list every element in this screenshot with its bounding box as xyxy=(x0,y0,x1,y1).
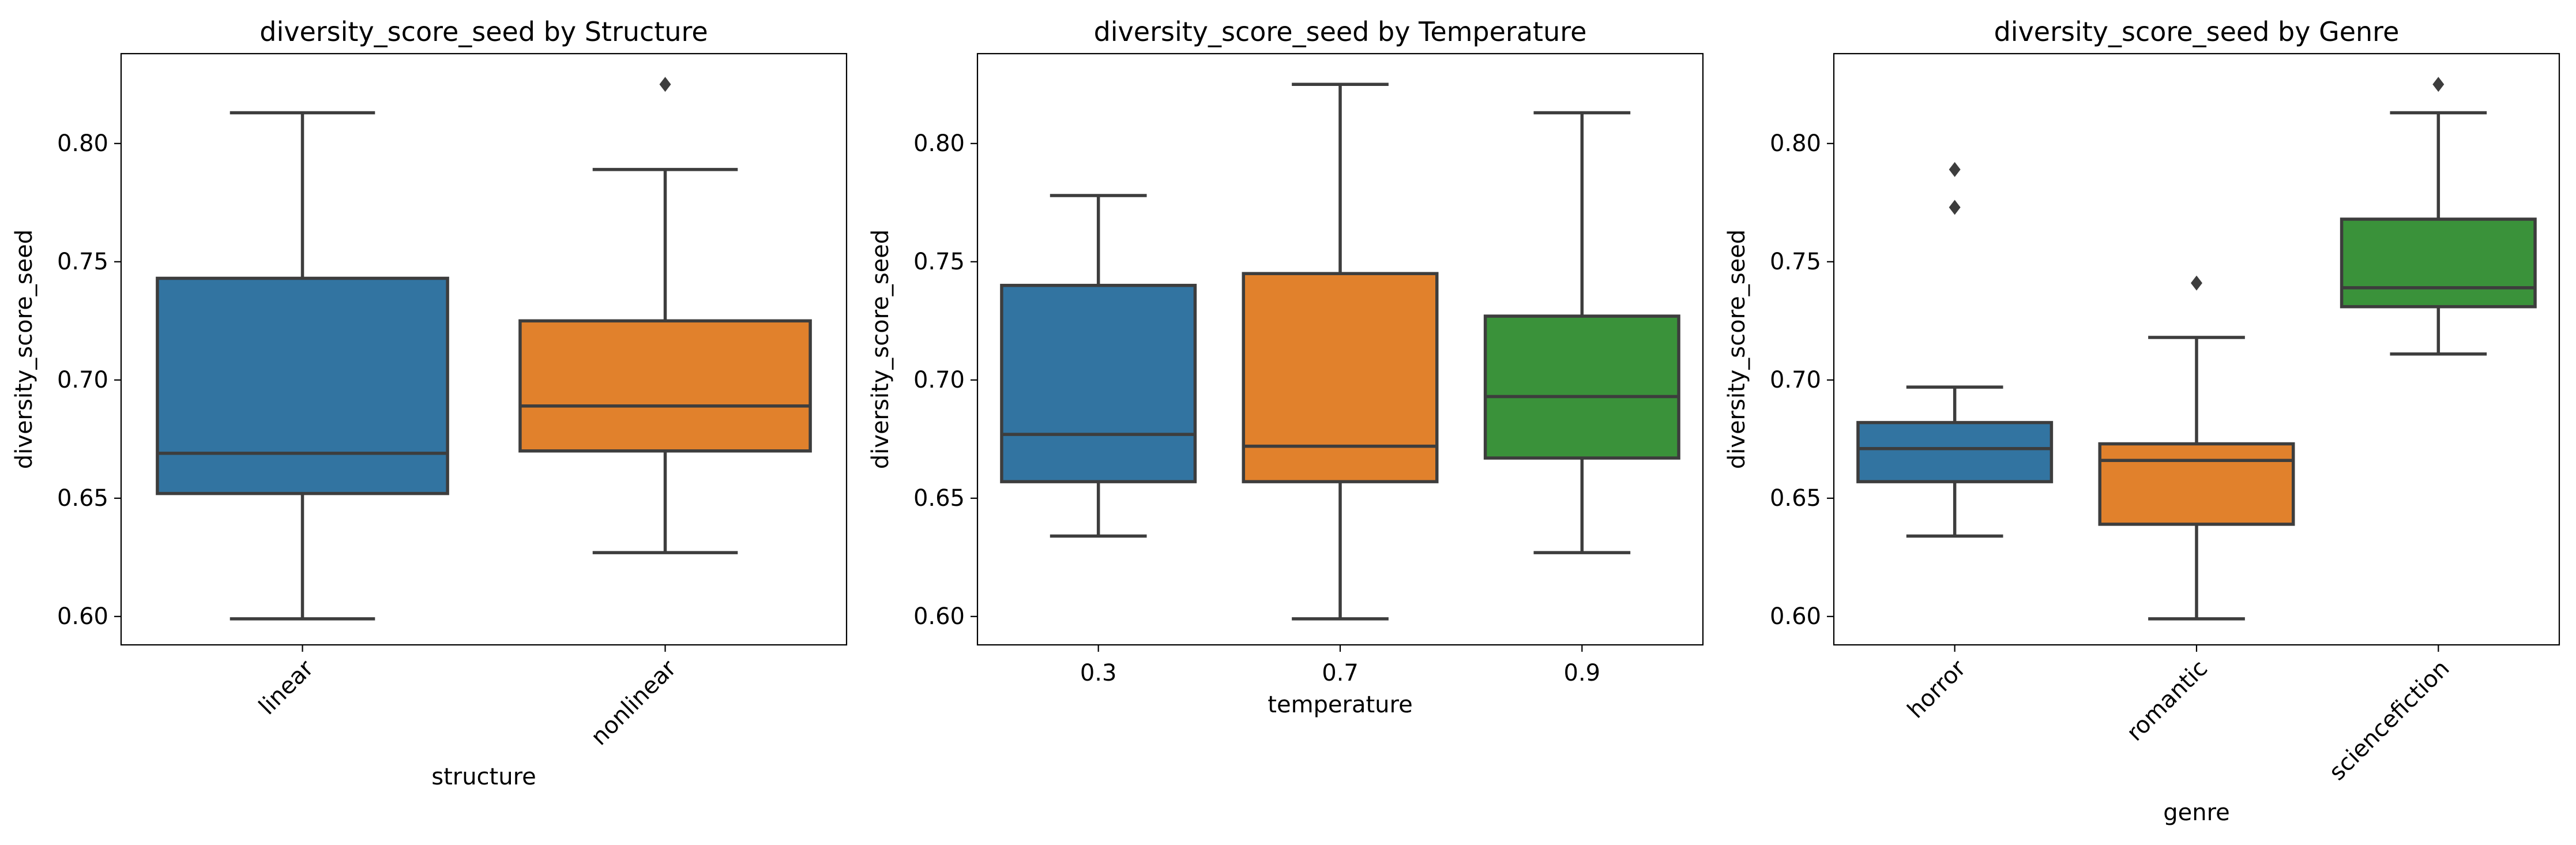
plot-frame xyxy=(120,52,848,646)
y-tick-label: 0.70 xyxy=(913,367,965,393)
outlier-point xyxy=(659,77,671,92)
iqr-box xyxy=(1242,272,1439,483)
iqr-box xyxy=(2340,217,2537,309)
box-sciencefiction xyxy=(2340,77,2537,356)
outlier-point xyxy=(1949,162,1961,177)
y-tick-label: 0.80 xyxy=(1770,130,1821,157)
y-tick-label: 0.80 xyxy=(57,130,108,157)
iqr-box xyxy=(1856,420,2054,483)
y-tick-label: 0.65 xyxy=(57,485,108,512)
subplot-2: diversity_score_seed by Temperature 0.60 0… xyxy=(867,16,1704,718)
x-axis-label: genre xyxy=(2163,799,2230,826)
box-horror xyxy=(1856,162,2054,538)
outlier-point xyxy=(2191,275,2202,291)
x-tick-label: horror xyxy=(1902,655,1971,723)
x-tick-label: romantic xyxy=(2122,655,2213,746)
box-linear xyxy=(156,111,449,621)
y-axis-label: diversity_score_seed xyxy=(867,230,894,469)
subplot-3: diversity_score_seed by Genre 0.60 0.65 0.7… xyxy=(1724,16,2560,826)
x-axis-label: temperature xyxy=(1268,692,1412,718)
y-tick-label: 0.80 xyxy=(913,130,965,157)
iqr-box xyxy=(1000,284,1197,483)
x-tick-label: linear xyxy=(254,655,319,720)
iqr-box xyxy=(518,319,812,453)
outlier-point xyxy=(2432,77,2445,92)
y-tick-label: 0.70 xyxy=(57,367,108,393)
x-tick-label: 0.7 xyxy=(1322,660,1359,686)
iqr-box xyxy=(1483,314,1680,460)
y-tick-label: 0.75 xyxy=(913,249,965,275)
y-tick-label: 0.60 xyxy=(57,603,108,630)
subplot-1: diversity_score_seed by Structure 0.60 0.6… xyxy=(11,16,848,790)
y-tick-label: 0.60 xyxy=(913,603,965,630)
box-0.3 xyxy=(1000,194,1197,538)
chart-title: diversity_score_seed by Genre xyxy=(1994,16,2400,47)
y-axis-label: diversity_score_seed xyxy=(1724,230,1750,469)
x-tick-label: nonlinear xyxy=(586,655,682,750)
box-0.9 xyxy=(1483,111,1680,554)
outlier-point xyxy=(1949,200,1961,215)
iqr-box xyxy=(2098,442,2295,526)
chart-title: diversity_score_seed by Temperature xyxy=(1094,16,1587,47)
x-tick-label: 0.3 xyxy=(1080,660,1117,686)
y-tick-label: 0.65 xyxy=(913,485,965,512)
y-tick-label: 0.75 xyxy=(57,249,108,275)
x-tick-label: 0.9 xyxy=(1564,660,1601,686)
y-axis-label: diversity_score_seed xyxy=(11,230,37,469)
y-tick-label: 0.60 xyxy=(1770,603,1821,630)
x-tick-label: sciencefiction xyxy=(2324,655,2455,786)
x-axis-label: structure xyxy=(431,764,536,790)
y-tick-label: 0.75 xyxy=(1770,249,1821,275)
chart-title: diversity_score_seed by Structure xyxy=(260,16,708,47)
y-tick-label: 0.65 xyxy=(1770,485,1821,512)
y-tick-label: 0.70 xyxy=(1770,367,1821,393)
plot-frame xyxy=(976,52,1704,646)
plot-frame xyxy=(1833,52,2560,646)
box-romantic xyxy=(2098,275,2295,621)
box-nonlinear xyxy=(518,77,812,554)
box-0.7 xyxy=(1242,82,1439,621)
iqr-box xyxy=(156,276,449,495)
